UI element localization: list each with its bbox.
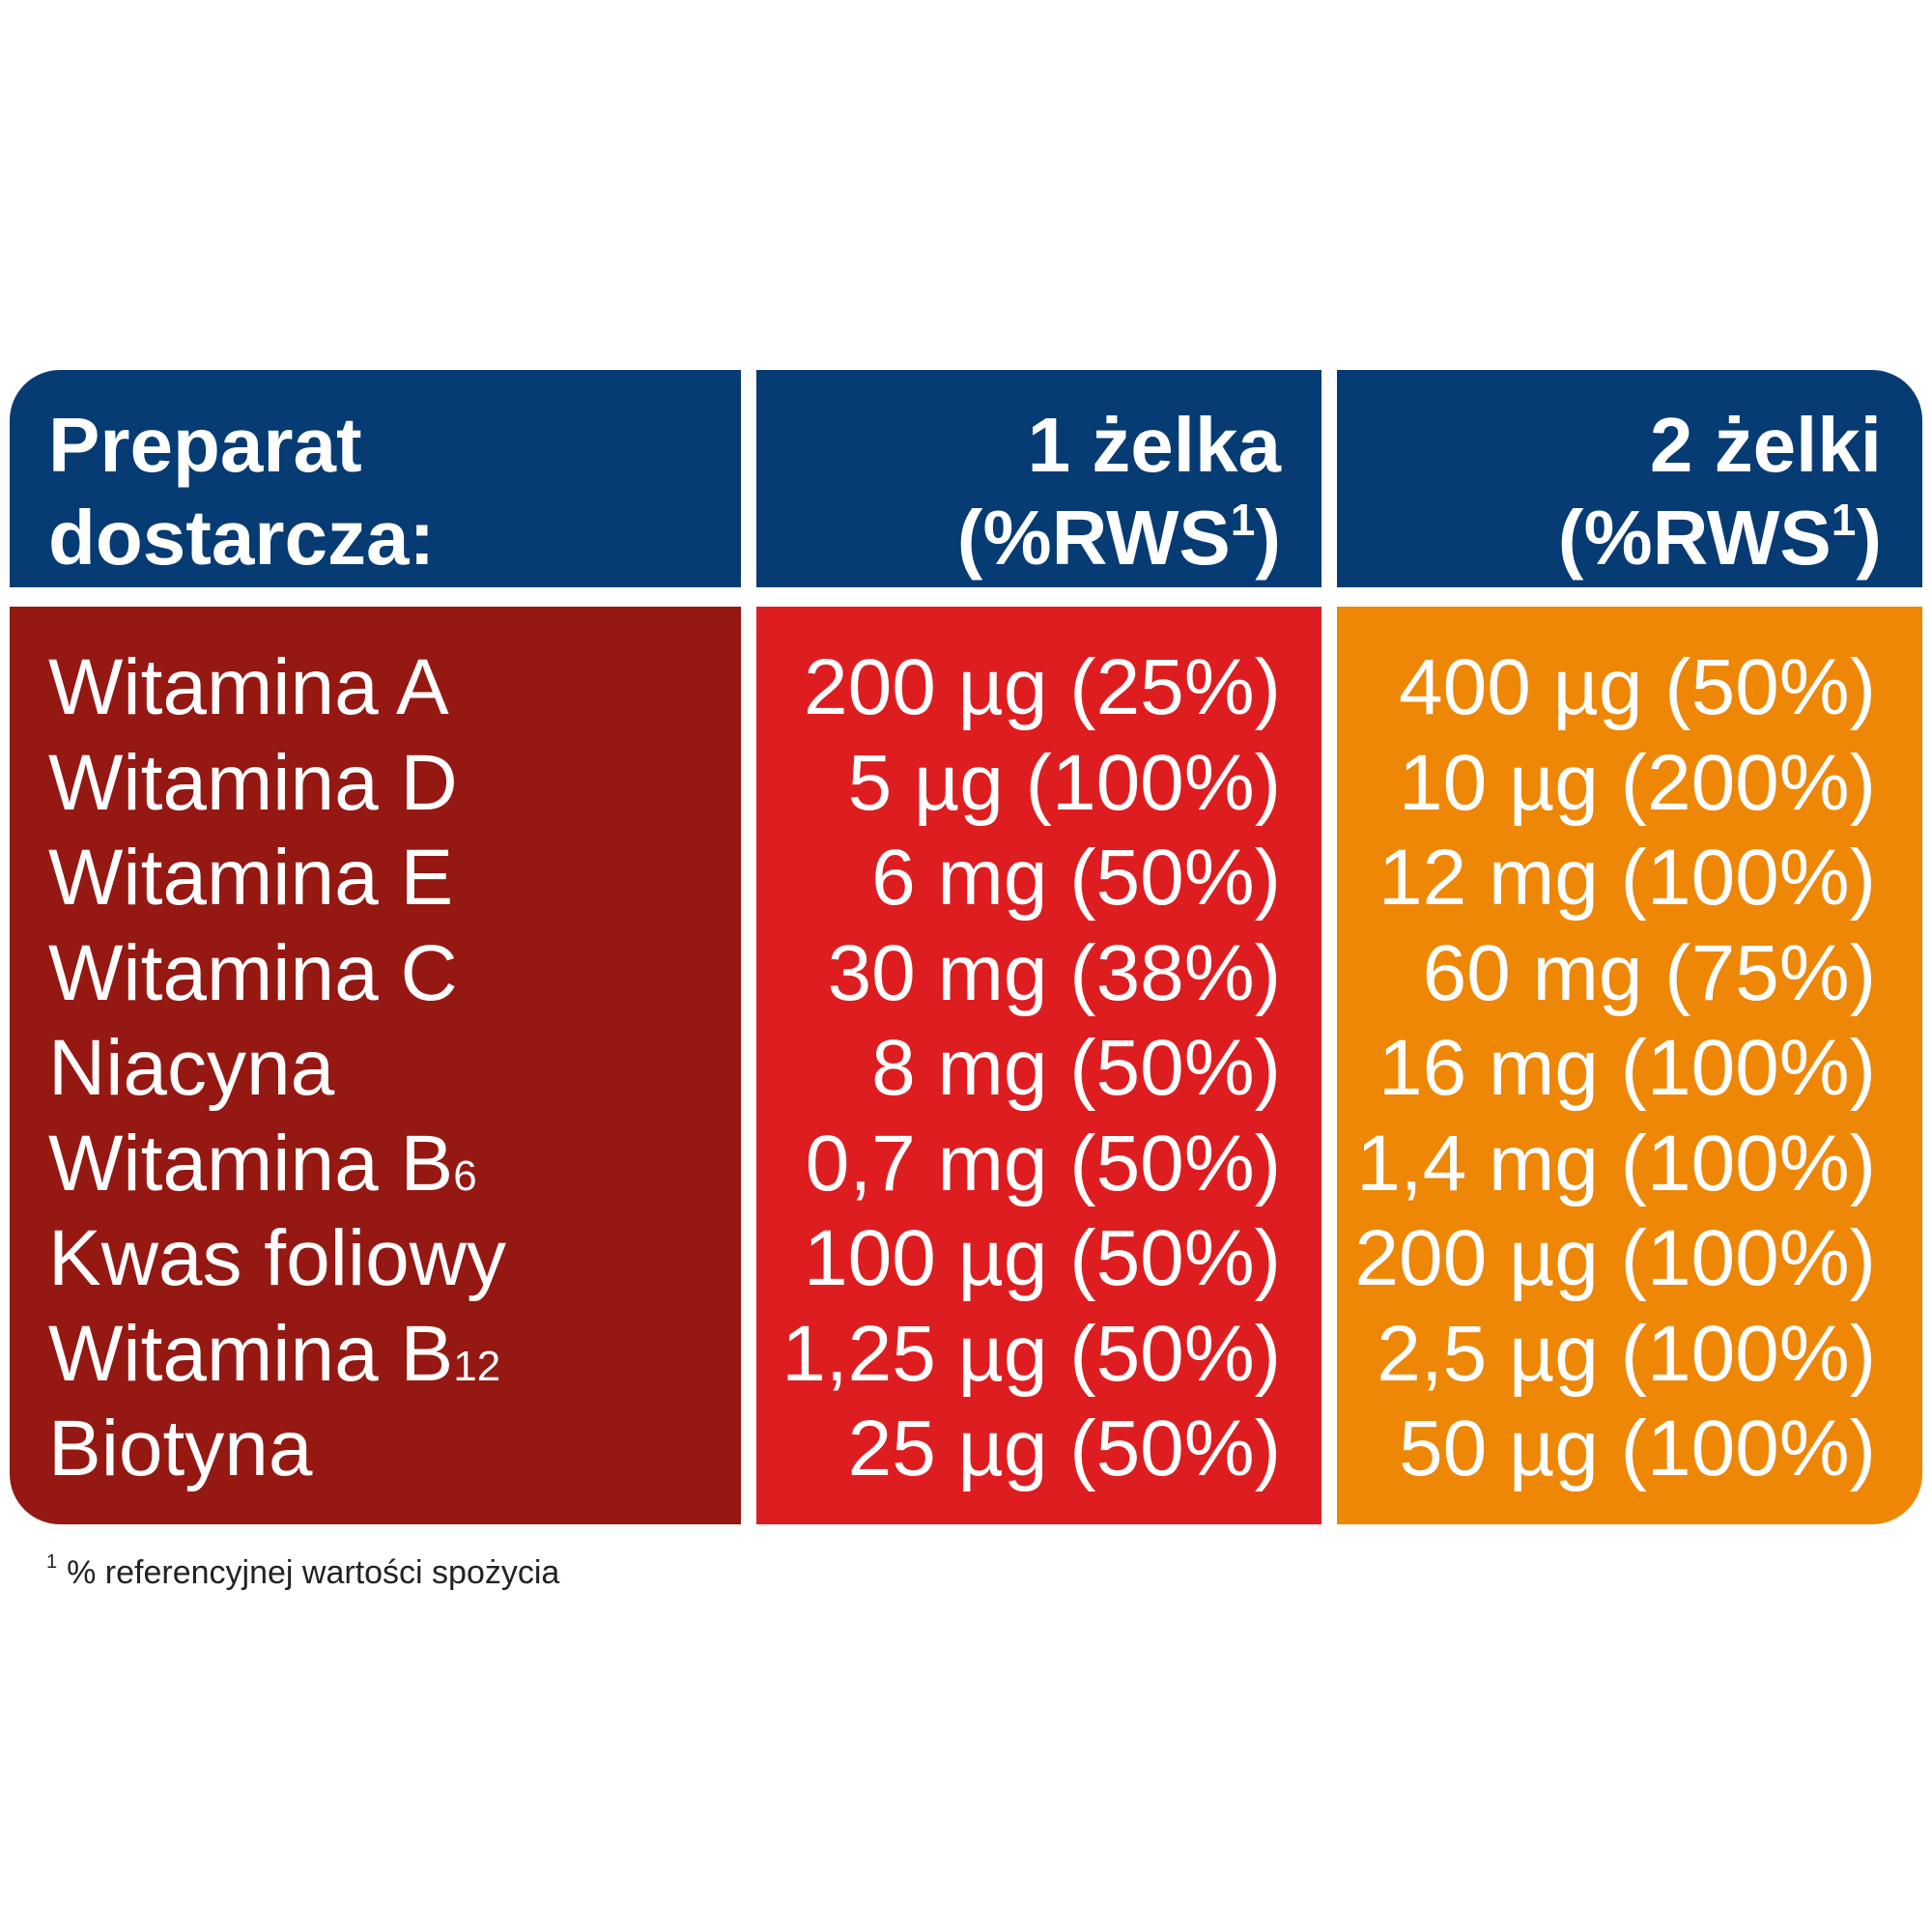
- one-gummy-value: 5 µg (100%): [847, 738, 1281, 827]
- one-gummy-value: 8 mg (50%): [871, 1024, 1281, 1112]
- two-gummies-value: 10 µg (200%): [1399, 738, 1876, 827]
- footnote-marker: 1: [46, 1551, 58, 1573]
- nutrient-name: Witamina B6: [48, 1119, 477, 1208]
- two-gummies-values: 400 µg (50%) 10 µg (200%) 12 mg (100%) 6…: [1337, 607, 1922, 1524]
- one-gummy-value: 25 µg (50%): [847, 1405, 1281, 1492]
- header-line-1: 1 żelka: [1027, 402, 1281, 488]
- header-line-2: (%RWS1): [1557, 495, 1882, 581]
- two-gummies-value: 200 µg (100%): [1354, 1214, 1876, 1302]
- nutrient-name: Witamina A: [48, 643, 449, 731]
- one-gummy-value: 200 µg (25%): [804, 643, 1281, 731]
- one-gummy-value: 0,7 mg (50%): [805, 1119, 1281, 1208]
- one-gummy-values: 200 µg (25%) 5 µg (100%) 6 mg (50%) 30 m…: [756, 607, 1321, 1524]
- one-gummy-value: 6 mg (50%): [871, 834, 1281, 922]
- one-gummy-header: 1 żelka (%RWS1): [756, 370, 1321, 587]
- two-gummies-header: 2 żelki (%RWS1): [1337, 370, 1922, 587]
- nutrient-name: Biotyna: [48, 1405, 313, 1492]
- two-gummies-value: 60 mg (75%): [1422, 928, 1876, 1017]
- footnote-text: % referencyjnej wartości spożycia: [67, 1554, 560, 1591]
- two-gummies-value: 16 mg (100%): [1378, 1024, 1876, 1112]
- two-gummies-value: 12 mg (100%): [1378, 834, 1876, 922]
- nutrition-table: Preparat dostarcza: Witamina A Witamina …: [10, 370, 1922, 1524]
- nutrient-name: Niacyna: [48, 1024, 335, 1112]
- one-gummy-value: 1,25 µg (50%): [781, 1309, 1281, 1398]
- one-gummy-value: 100 µg (50%): [804, 1214, 1281, 1302]
- nutrient-name: Witamina C: [48, 928, 458, 1017]
- nutrient-names: Witamina A Witamina D Witamina E Witamin…: [10, 607, 741, 1524]
- header-line-2: dostarcza:: [48, 495, 436, 581]
- two-gummies-value: 50 µg (100%): [1399, 1405, 1876, 1492]
- one-gummy-value: 30 mg (38%): [827, 928, 1281, 1017]
- footnote: 1 % referencyjnej wartości spożycia: [46, 1551, 559, 1592]
- nutrient-name: Witamina B12: [48, 1309, 501, 1398]
- nutrient-name: Witamina E: [48, 834, 454, 922]
- nutrient-name: Kwas foliowy: [48, 1214, 506, 1302]
- two-gummies-value: 1,4 mg (100%): [1356, 1119, 1876, 1208]
- nutrient-column-header: Preparat dostarcza:: [10, 370, 741, 587]
- header-line-1: Preparat: [48, 402, 362, 488]
- two-gummies-value: 2,5 µg (100%): [1377, 1309, 1876, 1398]
- header-line-2: (%RWS1): [956, 495, 1281, 581]
- header-line-1: 2 żelki: [1649, 402, 1882, 488]
- nutrient-name: Witamina D: [48, 738, 458, 827]
- two-gummies-value: 400 µg (50%): [1399, 643, 1876, 731]
